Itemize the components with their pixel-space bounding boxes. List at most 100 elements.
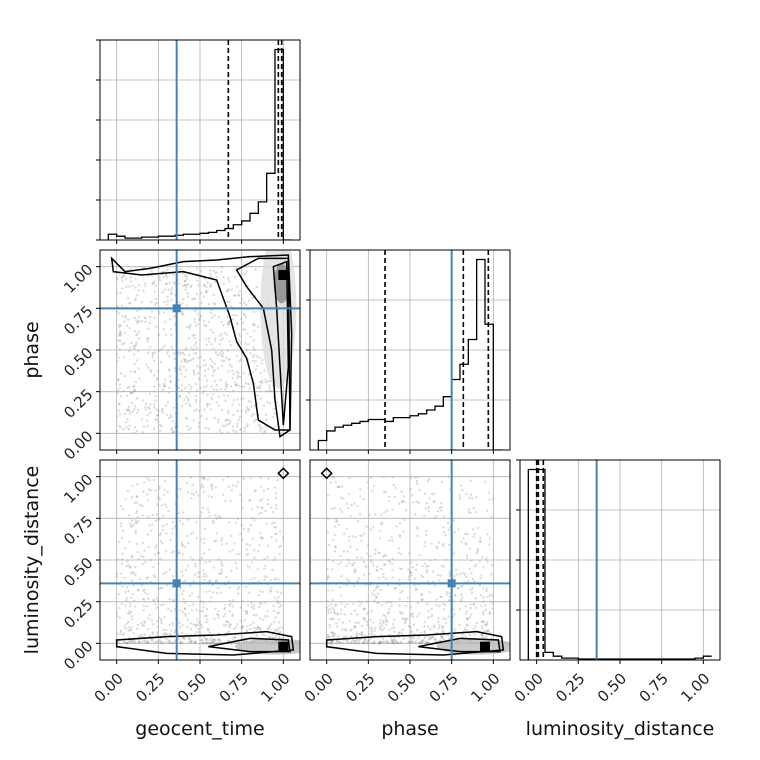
sample-point (393, 630, 396, 633)
sample-point (169, 629, 173, 632)
sample-point (440, 625, 444, 628)
sample-point (345, 640, 349, 643)
sample-point (250, 517, 254, 520)
sample-point (452, 519, 456, 522)
sample-point (181, 298, 185, 301)
sample-point (391, 641, 394, 644)
sample-point (147, 488, 151, 491)
sample-point (333, 507, 336, 510)
sample-point (425, 640, 428, 644)
sample-point (159, 586, 162, 590)
sample-point (440, 636, 444, 639)
sample-point (328, 604, 331, 608)
sample-point (373, 599, 376, 602)
sample-point (119, 331, 123, 334)
sample-point (127, 428, 131, 431)
sample-point (157, 310, 161, 313)
sample-point (394, 640, 398, 643)
x-tick-label: 1.00 (467, 670, 503, 706)
sample-point (227, 485, 230, 488)
sample-point (236, 321, 239, 325)
sample-point (245, 611, 248, 614)
panel-geocent_time-luminosity_distance (96, 459, 301, 664)
sample-point (208, 579, 211, 582)
sample-point (190, 592, 194, 595)
sample-point (375, 569, 378, 572)
sample-point (123, 547, 127, 550)
sample-point (363, 634, 366, 637)
sample-point (237, 339, 240, 342)
sample-point (248, 566, 251, 569)
sample-point (153, 316, 156, 320)
sample-point (206, 289, 209, 292)
sample-point (360, 631, 363, 635)
sample-point (336, 520, 339, 523)
sample-point (146, 627, 150, 631)
sample-point (336, 625, 339, 628)
sample-point (469, 603, 472, 606)
sample-point (215, 517, 218, 520)
sample-point (239, 428, 242, 432)
sample-point (226, 394, 230, 398)
sample-point (223, 331, 227, 335)
sample-point (137, 315, 141, 319)
sample-point (397, 633, 400, 636)
sample-point (414, 568, 418, 572)
sample-point (345, 583, 348, 587)
sample-point (193, 373, 196, 376)
sample-point (136, 332, 139, 336)
sample-point (226, 322, 230, 326)
sample-point (218, 342, 221, 346)
sample-point (137, 558, 140, 561)
sample-point (482, 596, 485, 599)
sample-point (216, 367, 220, 370)
sample-point (419, 631, 423, 634)
sample-point (245, 349, 249, 352)
sample-point (134, 605, 137, 608)
sample-point (162, 641, 165, 645)
sample-point (274, 526, 278, 529)
sample-point (214, 540, 218, 543)
sample-point (468, 567, 472, 571)
sample-point (131, 484, 134, 488)
sample-point (152, 565, 155, 569)
sample-point (379, 523, 383, 526)
sample-point (191, 558, 194, 561)
sample-point (146, 477, 149, 480)
y-axis-label-luminosity_distance: luminosity_distance (21, 466, 43, 655)
sample-point (442, 544, 445, 548)
sample-point (225, 333, 228, 336)
sample-point (118, 402, 121, 405)
sample-point (238, 290, 241, 293)
sample-point (210, 396, 213, 400)
sample-point (427, 610, 430, 613)
sample-point (131, 579, 134, 582)
sample-point (169, 380, 173, 384)
sample-point (238, 415, 242, 418)
sample-point (165, 282, 168, 285)
sample-point (124, 627, 127, 630)
sample-point (410, 637, 413, 640)
sample-point (230, 288, 233, 291)
sample-point (133, 347, 137, 350)
sample-point (398, 547, 401, 550)
sample-point (278, 635, 281, 639)
sample-point (184, 274, 187, 277)
sample-point (212, 388, 215, 391)
sample-point (254, 489, 257, 492)
sample-point (223, 606, 226, 609)
sample-point (244, 382, 248, 385)
sample-point (340, 608, 343, 612)
sample-point (180, 389, 183, 392)
sample-point (142, 605, 145, 608)
sample-point (420, 592, 424, 596)
sample-point (269, 506, 273, 509)
sample-point (201, 556, 204, 560)
truth-marker (447, 579, 456, 588)
sample-point (362, 608, 365, 611)
sample-point (341, 628, 344, 631)
sample-point (276, 601, 279, 605)
sample-point (183, 637, 186, 641)
sample-point (170, 345, 173, 349)
sample-point (234, 430, 237, 433)
